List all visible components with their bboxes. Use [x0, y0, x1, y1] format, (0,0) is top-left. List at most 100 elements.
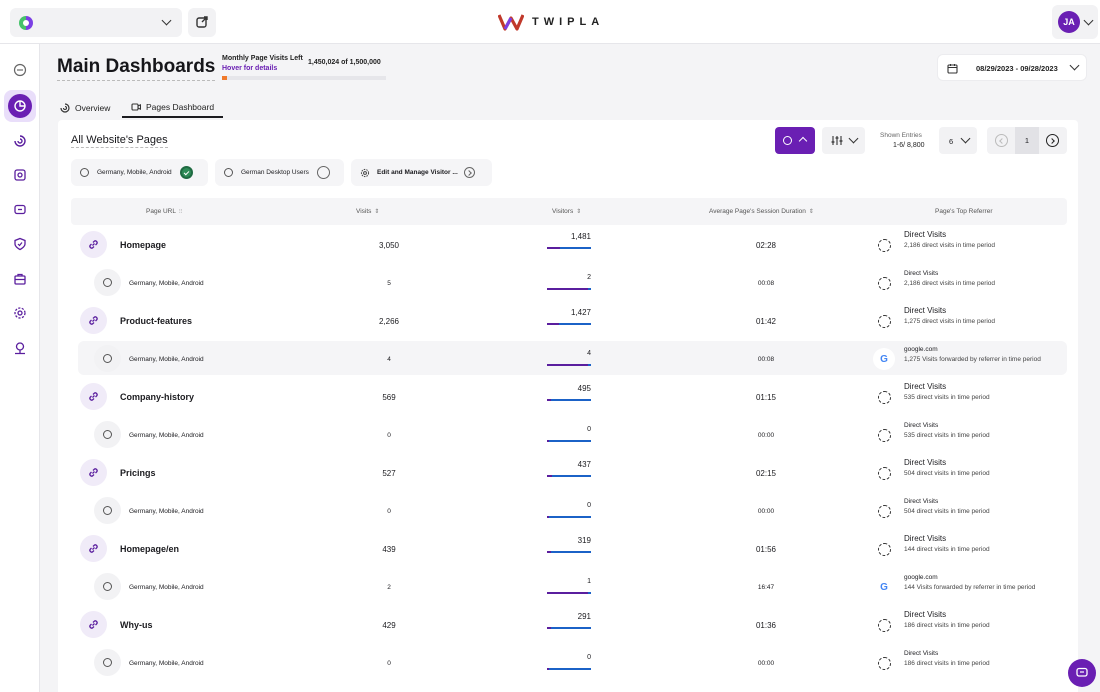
segments-toggle-button[interactable] [775, 127, 815, 154]
quota-details-link[interactable]: Hover for details [222, 65, 278, 72]
visitors-value: 495 [577, 384, 591, 393]
table-row[interactable]: Product-features 2,266 1,427 01:42 Direct Vi… [78, 303, 1067, 337]
table-row[interactable]: Pricings 527 437 02:15 Direct Visits 504 dire… [78, 455, 1067, 489]
prev-page-button[interactable] [995, 134, 1008, 147]
visitors-bar-fill [547, 323, 560, 325]
referrer-title: Direct Visits [904, 230, 947, 239]
page-size-value: 6 [949, 137, 954, 146]
segment-row[interactable]: Germany, Mobile, Android 0 0 00:00 Direct Vi… [78, 493, 1067, 527]
shown-entries-value: 1-6/ 8,800 [893, 142, 925, 149]
top-bar: TWIPLA JA [0, 0, 1100, 44]
page-name: Germany, Mobile, Android [129, 356, 204, 363]
table-row[interactable]: Homepage/en 439 319 01:56 Direct Visits 144 d… [78, 531, 1067, 565]
chevron-up-icon [798, 136, 808, 146]
direct-visits-icon [873, 310, 895, 332]
column-header-visits[interactable]: Visits ⇕ [356, 208, 379, 215]
page-name[interactable]: Homepage [120, 240, 167, 250]
sidebar-item-home[interactable] [4, 54, 36, 86]
manage-segments-chip[interactable]: Edit and Manage Visitor ... [351, 159, 492, 186]
sidebar-item-behavior[interactable] [4, 159, 36, 191]
website-selector[interactable] [10, 8, 182, 37]
unchecked-icon[interactable] [316, 166, 330, 179]
table-row[interactable]: Company-history 569 495 01:15 Direct Visits 5… [78, 379, 1067, 413]
direct-visits-icon [873, 386, 895, 408]
sliders-icon [831, 136, 843, 145]
referrer-description: 535 direct visits in time period [904, 394, 990, 401]
column-settings-button[interactable] [822, 127, 865, 154]
tab-pages-dashboard[interactable]: Pages Dashboard [122, 98, 224, 118]
column-header-referrer: Page's Top Referrer [935, 208, 992, 215]
column-header-visitors[interactable]: Visitors ⇕ [552, 208, 581, 215]
quota-label: Monthly Page Visits Left [222, 55, 303, 62]
visitors-bar-fill [547, 551, 551, 553]
segment-chip-germany-mobile[interactable]: Germany, Mobile, Android [71, 159, 208, 186]
page-name[interactable]: Why-us [120, 620, 153, 630]
visits-value: 4 [387, 356, 391, 363]
visitors-bar-fill [547, 592, 588, 594]
direct-visits-icon [873, 272, 895, 294]
referrer-description: 144 direct visits in time period [904, 546, 990, 553]
visitors-value: 4 [587, 350, 591, 357]
tab-overview[interactable]: Overview [60, 98, 110, 118]
visits-value: 5 [387, 280, 391, 287]
checked-icon[interactable] [179, 166, 193, 179]
visitors-value: 1,481 [570, 232, 591, 241]
visits-value: 2,266 [378, 317, 400, 326]
referrer-title: Direct Visits [904, 458, 947, 467]
calendar-icon [947, 64, 958, 74]
segment-chip-german-desktop[interactable]: German Desktop Users [215, 159, 344, 186]
direct-visits-icon [873, 234, 895, 256]
page-name[interactable]: Company-history [120, 392, 195, 402]
sidebar-item-dashboards[interactable] [4, 90, 36, 122]
open-website-button[interactable] [188, 8, 216, 37]
referrer-description: 1,275 Visits forwarded by referrer in ti… [904, 356, 1041, 363]
column-header-duration[interactable]: Average Page's Session Duration ⇕ [709, 208, 814, 215]
duration-value: 02:28 [755, 241, 777, 250]
arrow-right-icon [1048, 138, 1055, 144]
page-name[interactable]: Homepage/en [120, 544, 180, 554]
page-size-select[interactable]: 6 [939, 127, 977, 154]
sidebar-item-analytics[interactable] [4, 125, 36, 157]
next-page-button[interactable] [1046, 134, 1059, 147]
sidebar-item-privacy[interactable] [4, 228, 36, 260]
referrer-description: 2,186 direct visits in time period [904, 280, 996, 287]
column-header-page-url[interactable]: Page URL ⫶⫶ [146, 208, 182, 216]
duration-value: 01:56 [755, 545, 777, 554]
quota-progress-bar [222, 76, 386, 80]
segment-row[interactable]: Germany, Mobile, Android 0 0 00:00 Direct Vi… [78, 417, 1067, 451]
chat-icon [1076, 667, 1088, 677]
page-name: Germany, Mobile, Android [129, 432, 204, 439]
external-link-icon [196, 16, 208, 28]
quota-count: 1,450,024 of 1,500,000 [308, 59, 381, 66]
arrow-right-circle-icon [463, 167, 475, 178]
sidebar-item-settings[interactable] [4, 297, 36, 329]
chevron-down-icon [161, 15, 172, 26]
chevron-down-icon [960, 133, 971, 144]
sidebar-item-feedback[interactable] [4, 194, 36, 226]
duration-value: 00:08 [757, 356, 775, 363]
date-range-picker[interactable]: 08/29/2023 - 09/28/2023 [937, 54, 1087, 81]
page-name: Germany, Mobile, Android [129, 584, 204, 591]
table-row[interactable]: Homepage 3,050 1,481 02:28 Direct Visits 2,18… [78, 227, 1067, 261]
referrer-description: 535 direct visits in time period [904, 432, 990, 439]
sidebar-item-location[interactable] [4, 332, 36, 364]
visitors-bar-fill [547, 475, 553, 477]
direct-visits-icon [873, 500, 895, 522]
visits-value: 2 [387, 584, 391, 591]
sidebar-item-toolbox[interactable] [4, 263, 36, 295]
direct-visits-icon [873, 614, 895, 636]
chat-button[interactable] [1068, 659, 1096, 687]
current-page[interactable]: 1 [1015, 127, 1039, 154]
segment-row[interactable]: Germany, Mobile, Android 0 0 00:00 Direct Vi… [78, 645, 1067, 679]
segment-row[interactable]: Germany, Mobile, Android 5 2 00:08 Direct Vi… [78, 265, 1067, 299]
page-name[interactable]: Product-features [120, 316, 193, 326]
page-name[interactable]: Pricings [120, 468, 156, 478]
table-header: Page URL ⫶⫶ Visits ⇕ Visitors ⇕ Average Pag… [71, 198, 1067, 225]
duration-value: 01:36 [755, 621, 777, 630]
home-icon [13, 63, 27, 77]
tab-overview-label: Overview [75, 103, 111, 113]
table-row[interactable]: Why-us 429 291 01:36 Direct Visits 186 direct… [78, 607, 1067, 641]
user-menu[interactable]: JA [1052, 5, 1098, 39]
